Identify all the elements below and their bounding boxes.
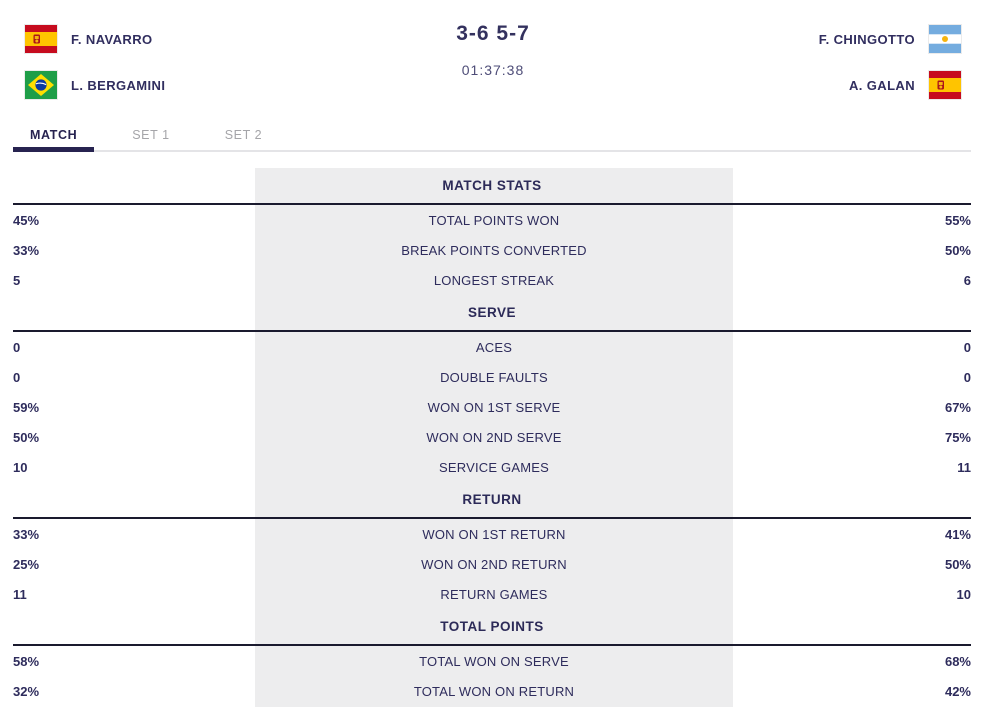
stat-value-right: 68%: [944, 653, 971, 669]
stat-value-right: 50%: [944, 556, 971, 572]
stat-value-left: 25%: [13, 556, 40, 572]
stat-value-right: 50%: [944, 242, 971, 258]
stat-label: ACES: [475, 339, 513, 355]
flag-brazil-icon: [24, 70, 58, 100]
player-name: L. BERGAMINI: [71, 77, 166, 93]
stats-sections: MATCH STATS 45% TOTAL POINTS WON 55% 33% BREA…: [0, 168, 987, 706]
stat-value-left: 33%: [13, 242, 40, 258]
flag-argentina-icon: [928, 24, 962, 54]
stat-value-left: 5: [13, 272, 21, 288]
stat-value-left: 50%: [13, 429, 40, 445]
stat-row: 0 ACES 0: [0, 332, 987, 362]
stat-value-right: 11: [957, 459, 971, 475]
stat-value-right: 67%: [944, 399, 971, 415]
tab-set-2[interactable]: SET 2: [224, 128, 263, 142]
stat-row: 33% BREAK POINTS CONVERTED 50%: [0, 235, 987, 265]
stat-row: 32% TOTAL WON ON RETURN 42%: [0, 676, 987, 706]
stats-panel: MATCH STATS 45% TOTAL POINTS WON 55% 33% BREA…: [0, 168, 987, 707]
stat-value-left: 11: [13, 586, 27, 602]
stat-label: WON ON 1ST RETURN: [422, 526, 566, 542]
stat-label: TOTAL POINTS WON: [428, 212, 560, 228]
stat-value-left: 10: [13, 459, 28, 475]
player-name: F. NAVARRO: [71, 31, 153, 47]
stat-row: 11 RETURN GAMES 10: [0, 579, 987, 609]
stat-value-left: 33%: [13, 526, 40, 542]
flag-spain-icon: [928, 70, 962, 100]
stat-value-right: 42%: [944, 683, 971, 699]
stats-section-title: RETURN: [13, 482, 971, 519]
player-row: A. GALAN: [593, 62, 962, 108]
player-row: L. BERGAMINI: [24, 62, 393, 108]
stat-value-left: 0: [13, 369, 21, 385]
stat-label: TOTAL WON ON SERVE: [419, 653, 569, 669]
stat-value-right: 0: [963, 369, 971, 385]
match-stats-page: F. NAVARRO L. BERGAMINI 3-6 5-7 01:37:38 …: [0, 0, 987, 707]
score-block: 3-6 5-7 01:37:38: [393, 16, 593, 78]
tab-match[interactable]: MATCH: [13, 122, 95, 152]
stat-label: WON ON 2ND RETURN: [421, 556, 567, 572]
stat-row: 33% WON ON 1ST RETURN 41%: [0, 519, 987, 549]
tab-set-1[interactable]: SET 1: [132, 128, 170, 142]
team-left: F. NAVARRO L. BERGAMINI: [24, 16, 393, 108]
stat-value-left: 59%: [13, 399, 40, 415]
stat-label: LONGEST STREAK: [433, 272, 555, 288]
stat-value-right: 10: [956, 586, 971, 602]
player-row: F. NAVARRO: [24, 16, 393, 62]
stat-row: 45% TOTAL POINTS WON 55%: [0, 205, 987, 235]
stat-label: WON ON 2ND SERVE: [426, 429, 562, 445]
stat-label: BREAK POINTS CONVERTED: [401, 242, 587, 258]
stat-value-right: 75%: [944, 429, 971, 445]
match-duration: 01:37:38: [461, 62, 525, 78]
match-score: 3-6 5-7: [456, 22, 530, 45]
player-name: F. CHINGOTTO: [818, 31, 915, 47]
stats-section-title: MATCH STATS: [13, 168, 971, 205]
stat-value-right: 6: [963, 272, 971, 288]
team-right: F. CHINGOTTO A. GALAN: [593, 16, 962, 108]
stat-value-right: 0: [963, 339, 971, 355]
stat-row: 58% TOTAL WON ON SERVE 68%: [0, 646, 987, 676]
stat-row: 50% WON ON 2ND SERVE 75%: [0, 422, 987, 452]
stat-label: DOUBLE FAULTS: [440, 369, 548, 385]
stat-row: 0 DOUBLE FAULTS 0: [0, 362, 987, 392]
scoreboard-header: F. NAVARRO L. BERGAMINI 3-6 5-7 01:37:38 …: [0, 0, 987, 108]
stat-label: RETURN GAMES: [440, 586, 548, 602]
stat-value-left: 58%: [13, 653, 40, 669]
stat-value-left: 45%: [13, 212, 40, 228]
stat-row: 10 SERVICE GAMES 11: [0, 452, 987, 482]
stats-center-background: [255, 168, 733, 707]
stat-row: 5 LONGEST STREAK 6: [0, 265, 987, 295]
tab-bar: MATCH SET 1 SET 2: [13, 122, 971, 152]
player-row: F. CHINGOTTO: [593, 16, 962, 62]
stats-section-title: TOTAL POINTS: [13, 609, 971, 646]
stat-label: WON ON 1ST SERVE: [427, 399, 561, 415]
stat-value-right: 55%: [944, 212, 971, 228]
player-name: A. GALAN: [848, 77, 915, 93]
stat-row: 25% WON ON 2ND RETURN 50%: [0, 549, 987, 579]
stat-value-left: 32%: [13, 683, 40, 699]
stat-value-right: 41%: [944, 526, 971, 542]
stat-label: SERVICE GAMES: [438, 459, 549, 475]
stats-section-title: SERVE: [13, 295, 971, 332]
stat-value-left: 0: [13, 339, 21, 355]
stat-label: TOTAL WON ON RETURN: [413, 683, 575, 699]
stat-row: 59% WON ON 1ST SERVE 67%: [0, 392, 987, 422]
flag-spain-icon: [24, 24, 58, 54]
